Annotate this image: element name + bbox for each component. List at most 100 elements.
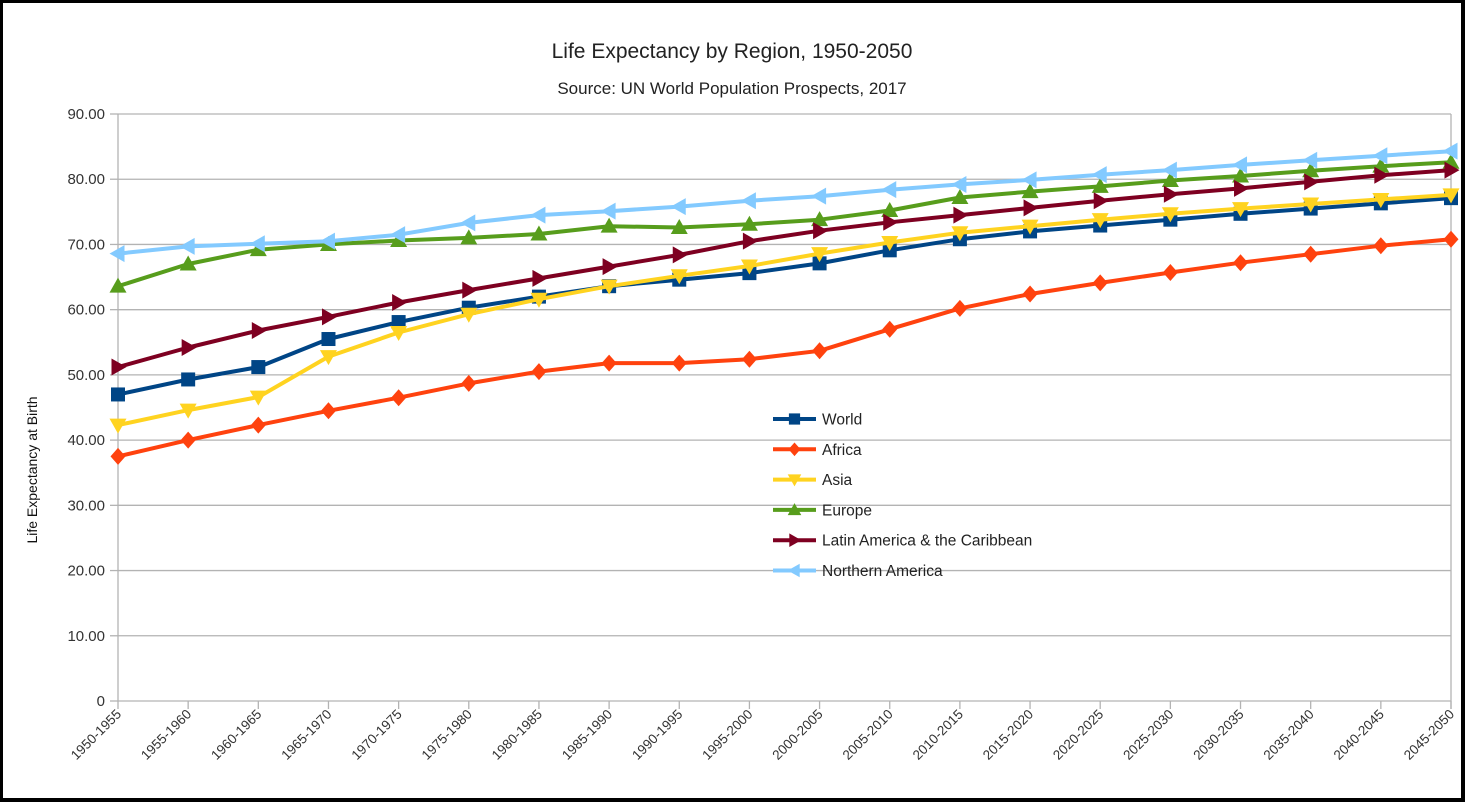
y-tick-label: 30.00 bbox=[67, 497, 105, 514]
data-point-latin-america-the-caribbean bbox=[883, 213, 899, 231]
legend-marker-icon bbox=[787, 563, 800, 578]
legend-item-europe: Europe bbox=[773, 502, 872, 519]
y-tick-label: 40.00 bbox=[67, 432, 105, 449]
y-tick-label: 50.00 bbox=[67, 367, 105, 384]
data-point-asia bbox=[390, 325, 408, 341]
series-line-latin-america-the-caribbean bbox=[117, 168, 1452, 370]
x-tick-label: 2015-2020 bbox=[980, 707, 1036, 763]
y-tick-label: 20.00 bbox=[67, 563, 105, 580]
legend-item-northern-america: Northern America bbox=[773, 563, 943, 580]
data-point-latin-america-the-caribbean bbox=[392, 293, 408, 311]
data-point-africa bbox=[461, 374, 477, 392]
data-point-asia bbox=[319, 350, 337, 366]
data-point-africa bbox=[601, 354, 617, 372]
data-point-asia bbox=[249, 390, 267, 406]
data-point-latin-america-the-caribbean bbox=[111, 358, 127, 376]
data-point-northern-america bbox=[740, 192, 756, 210]
chart-title: Life Expectancy by Region, 1950-2050 bbox=[552, 40, 913, 63]
data-point-africa bbox=[180, 431, 196, 449]
data-point-latin-america-the-caribbean bbox=[251, 322, 267, 340]
data-point-africa bbox=[1233, 254, 1249, 272]
legend-label: Europe bbox=[822, 502, 872, 519]
legend-label: Asia bbox=[822, 472, 853, 489]
data-point-latin-america-the-caribbean bbox=[1304, 173, 1320, 191]
data-point-europe bbox=[951, 188, 969, 204]
data-point-northern-america bbox=[179, 237, 195, 255]
legend: World Africa Asia Europe Latin America & the… bbox=[773, 412, 1032, 580]
data-point-latin-america-the-caribbean bbox=[1234, 179, 1250, 197]
data-point-africa bbox=[1022, 285, 1038, 303]
data-point-asia bbox=[1232, 202, 1250, 218]
data-point-asia bbox=[460, 307, 478, 323]
series-line-asia bbox=[117, 192, 1452, 428]
x-tick-label: 1950-1955 bbox=[68, 707, 124, 763]
data-point-latin-america-the-caribbean bbox=[742, 232, 758, 250]
y-tick-label: 10.00 bbox=[67, 628, 105, 645]
x-tick-label: 1990-1995 bbox=[629, 707, 685, 763]
data-point-world bbox=[812, 256, 827, 271]
x-tick-label: 2030-2035 bbox=[1190, 707, 1246, 763]
x-tick-label: 2025-2030 bbox=[1120, 707, 1176, 763]
data-point-asia bbox=[1372, 192, 1390, 208]
data-point-northern-america bbox=[951, 175, 967, 193]
x-tick-label: 2000-2005 bbox=[769, 707, 825, 763]
axes bbox=[117, 114, 1452, 709]
line-chart: Life Expectancy by Region, 1950-2050 Sou… bbox=[24, 40, 1460, 763]
data-point-northern-america bbox=[1372, 147, 1388, 165]
legend-marker-icon bbox=[788, 442, 801, 457]
y-tick-label: 70.00 bbox=[67, 236, 105, 253]
data-point-europe bbox=[670, 218, 688, 234]
data-point-europe bbox=[1021, 183, 1039, 199]
data-point-africa bbox=[1303, 245, 1319, 263]
data-point-northern-america bbox=[319, 232, 335, 250]
data-point-europe bbox=[109, 277, 127, 293]
legend-label: Northern America bbox=[822, 563, 943, 580]
legend-marker-icon bbox=[788, 413, 801, 425]
data-point-africa bbox=[391, 389, 407, 407]
data-point-northern-america bbox=[460, 214, 476, 232]
data-point-asia bbox=[951, 226, 969, 242]
data-point-world bbox=[111, 387, 125, 402]
x-tick-label: 1975-1980 bbox=[419, 707, 475, 763]
data-point-latin-america-the-caribbean bbox=[813, 222, 829, 240]
data-point-africa bbox=[320, 402, 336, 420]
data-point-northern-america bbox=[1442, 142, 1458, 160]
x-tick-label: 1980-1985 bbox=[489, 707, 545, 763]
data-point-northern-america bbox=[811, 187, 827, 205]
data-point-asia bbox=[1021, 219, 1039, 235]
data-point-latin-america-the-caribbean bbox=[1374, 166, 1390, 184]
data-point-africa bbox=[110, 447, 126, 465]
data-point-world bbox=[321, 332, 336, 347]
data-point-northern-america bbox=[670, 198, 686, 216]
data-point-asia bbox=[1442, 188, 1460, 204]
data-point-northern-america bbox=[1021, 171, 1037, 189]
legend-label: Africa bbox=[822, 442, 862, 459]
data-point-world bbox=[391, 315, 406, 330]
data-point-latin-america-the-caribbean bbox=[1444, 161, 1460, 179]
series-line-northern-america bbox=[117, 149, 1452, 256]
legend-label: Latin America & the Caribbean bbox=[822, 533, 1032, 550]
data-point-africa bbox=[1092, 274, 1108, 292]
data-point-latin-america-the-caribbean bbox=[602, 258, 618, 276]
data-point-africa bbox=[882, 320, 898, 338]
data-point-latin-america-the-caribbean bbox=[953, 206, 969, 224]
data-point-europe bbox=[1091, 177, 1109, 193]
data-point-africa bbox=[741, 350, 757, 368]
data-point-asia bbox=[530, 292, 548, 308]
series-latin-america-the-caribbean bbox=[111, 161, 1460, 376]
legend-marker-icon bbox=[787, 474, 802, 487]
data-point-africa bbox=[1373, 237, 1389, 255]
data-point-northern-america bbox=[249, 235, 265, 253]
series-asia bbox=[109, 188, 1460, 434]
series-line-world bbox=[117, 196, 1452, 397]
x-tick-label: 2010-2015 bbox=[910, 707, 966, 763]
data-point-northern-america bbox=[1161, 161, 1177, 179]
y-tick-label: 60.00 bbox=[67, 302, 105, 319]
data-point-asia bbox=[881, 235, 899, 251]
data-point-europe bbox=[460, 229, 478, 245]
x-tick-label: 2045-2050 bbox=[1401, 707, 1457, 763]
data-point-europe bbox=[600, 217, 618, 233]
series-europe bbox=[109, 153, 1460, 293]
data-point-europe bbox=[1302, 162, 1320, 178]
data-point-world bbox=[181, 372, 196, 387]
